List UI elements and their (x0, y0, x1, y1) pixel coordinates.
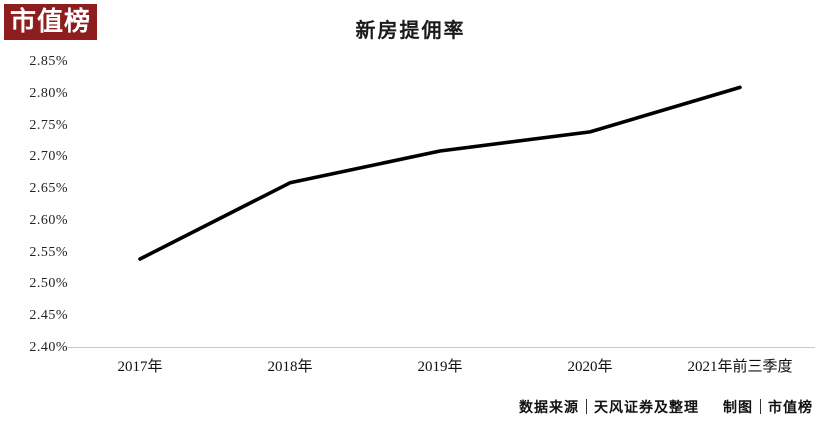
x-tick-label: 2018年 (210, 358, 370, 376)
footer-source-value: 天风证券及整理 (594, 397, 699, 417)
footer-divider (760, 399, 761, 414)
commission-rate-line (140, 87, 740, 259)
x-tick-label: 2021年前三季度 (660, 358, 820, 376)
x-tick-label: 2020年 (510, 358, 670, 376)
x-tick-label: 2019年 (360, 358, 520, 376)
chart-page: 市值榜 新房提佣率 2.40%2.45%2.50%2.55%2.60%2.65%… (0, 0, 821, 426)
x-tick-label: 2017年 (60, 358, 220, 376)
footer-credit-value: 市值榜 (768, 397, 813, 417)
footer-source-label: 数据来源 (519, 397, 579, 417)
x-axis-line (68, 347, 815, 348)
footer-divider (586, 399, 587, 414)
footer-credits: 数据来源天风证券及整理 制图市值榜 (519, 397, 813, 417)
footer-credit-label: 制图 (723, 397, 753, 417)
